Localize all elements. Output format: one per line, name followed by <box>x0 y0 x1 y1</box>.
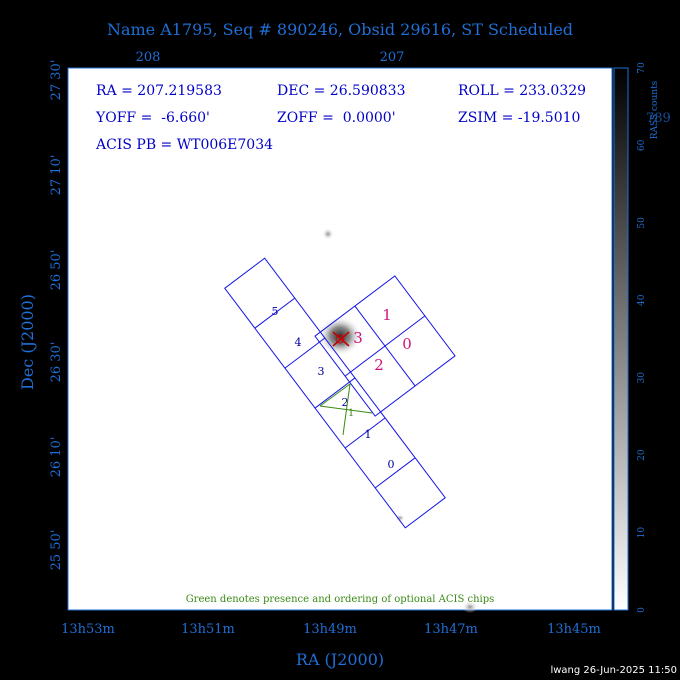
acis-s-chip-label: 1 <box>365 428 372 441</box>
acis-s-chip-label: 3 <box>318 365 325 378</box>
dec-tick-label: 26 10' <box>49 437 64 478</box>
ra-tick-label: 13h49m <box>303 622 357 637</box>
acis-s-chip-label: 4 <box>295 336 302 349</box>
colorbar-tick-label: 10 <box>637 527 647 539</box>
acis-s-chip-label: 0 <box>388 458 395 471</box>
dec-value: DEC = 26.590833 <box>277 83 406 99</box>
faint-source <box>395 514 405 522</box>
zoff-value: ZOFF = 0.0000' <box>277 110 396 126</box>
ra-tick-label: 13h51m <box>181 622 235 637</box>
colorbar-label: RASS counts <box>650 80 660 139</box>
acis-i-array <box>314 275 456 417</box>
faint-source <box>462 601 478 613</box>
ra-tick-label: 13h53m <box>61 622 115 637</box>
dec-tick-label: 26 50' <box>49 250 64 291</box>
acis-s-array <box>224 257 446 529</box>
plot-title: Name A1795, Seq # 890246, Obsid 29616, S… <box>107 20 573 39</box>
acis-s-chip-label: 5 <box>272 305 279 318</box>
source-marker <box>332 331 350 347</box>
optional-chips-note: Green denotes presence and ordering of o… <box>186 594 495 605</box>
colorbar-tick-label: 70 <box>637 62 647 74</box>
dec-tick-label: 27 30' <box>49 60 64 101</box>
acis-i-chip-label: 0 <box>402 335 412 353</box>
ra-tick-labels: 13h53m 13h51m 13h49m 13h47m 13h45m <box>61 622 601 637</box>
acis-i-chip-label: 1 <box>382 306 392 324</box>
ra-tick-label: 13h47m <box>424 622 478 637</box>
acis-i-chip-label: 3 <box>353 329 363 347</box>
colorbar-tick-label: 20 <box>637 449 647 461</box>
colorbar-overlap-text: 789 <box>646 111 671 126</box>
dec-tick-labels: 27 30' 27 10' 26 50' 26 30' 26 10' 25 50' <box>49 60 64 571</box>
colorbar-tick-label: 40 <box>637 294 647 306</box>
y-axis-label: Dec (J2000) <box>18 294 37 390</box>
acis-i-chip-label: 2 <box>374 356 384 374</box>
colorbar-ticks: 0 10 20 30 40 50 60 70 <box>637 62 647 613</box>
roll-value: ROLL = 233.0329 <box>458 83 586 99</box>
signature: lwang 26-Jun-2025 11:50 <box>550 665 677 676</box>
ra-value: RA = 207.219583 <box>96 83 222 99</box>
optional-chip-outline <box>319 383 373 436</box>
top-tick-label: 207 <box>380 50 405 65</box>
colorbar-tick-label: 0 <box>637 607 647 613</box>
acis-s-chip-label: 2 <box>342 396 349 409</box>
x-axis-label: RA (J2000) <box>296 650 384 669</box>
dec-tick-label: 25 50' <box>49 530 64 571</box>
colorbar <box>613 67 629 611</box>
dec-tick-label: 26 30' <box>49 342 64 383</box>
zsim-value: ZSIM = -19.5010 <box>458 110 580 126</box>
colorbar-tick-label: 30 <box>637 372 647 384</box>
colorbar-tick-label: 50 <box>637 217 647 229</box>
acis-pb-value: ACIS PB = WT006E7034 <box>95 137 273 153</box>
colorbar-tick-label: 60 <box>637 139 647 151</box>
source-marker-circle <box>335 334 345 344</box>
top-tick-label: 208 <box>136 50 161 65</box>
faint-source <box>322 228 334 240</box>
yoff-value: YOFF = -6.660' <box>95 110 210 126</box>
optional-chip-label: 1 <box>348 408 354 419</box>
dec-tick-label: 27 10' <box>49 155 64 196</box>
ra-tick-label: 13h45m <box>547 622 601 637</box>
